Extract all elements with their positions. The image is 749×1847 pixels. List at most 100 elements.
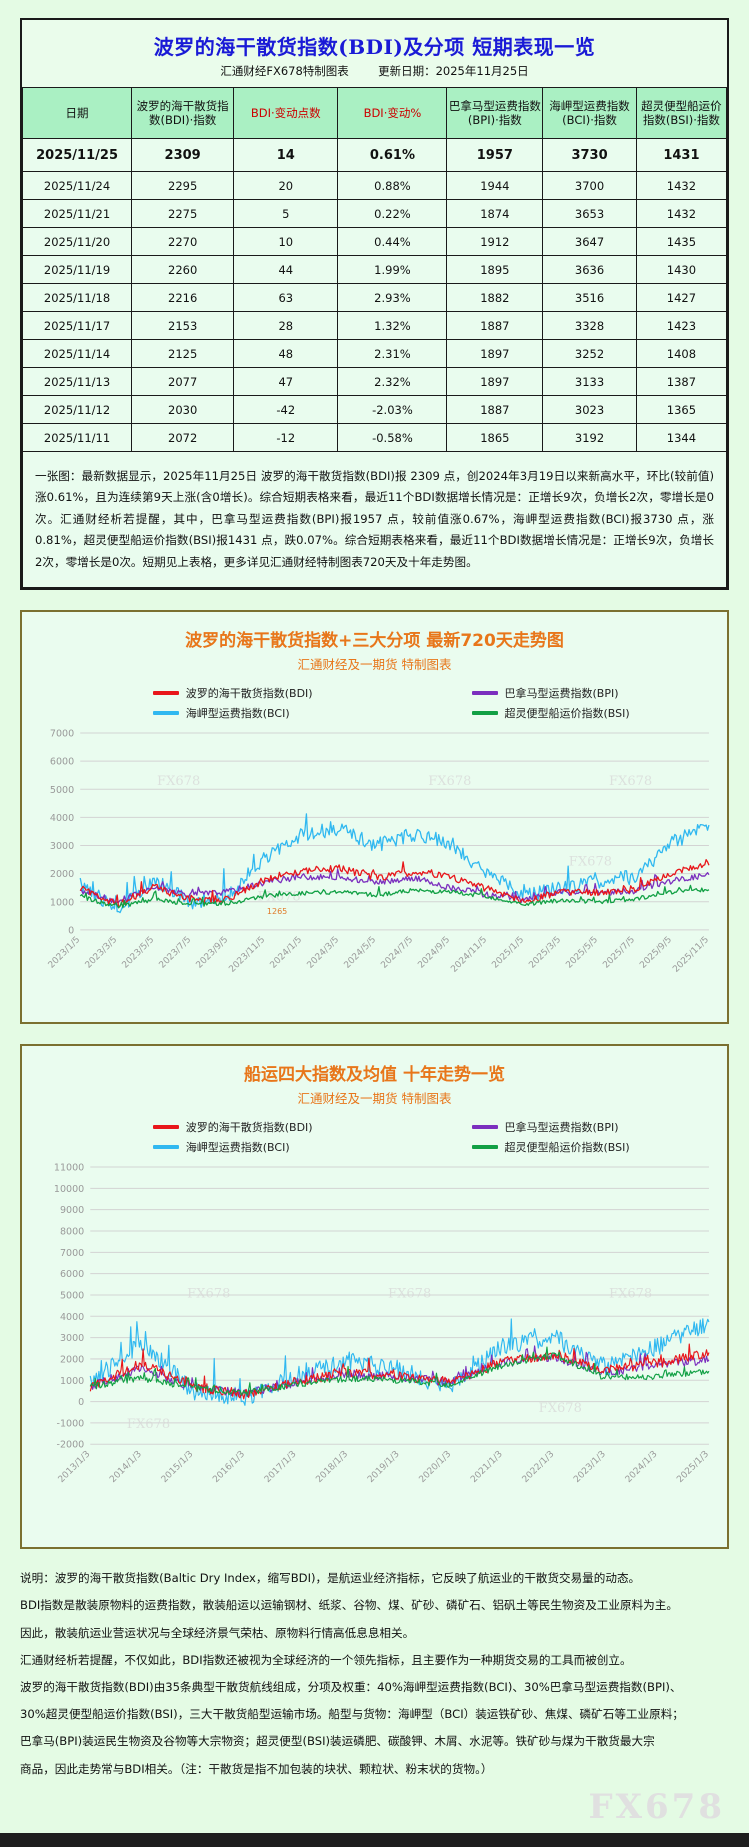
cell-bsi: 1365	[635, 395, 728, 424]
table-row: 2025/11/20 2270 10 0.44% 1912 3647 1435	[21, 227, 728, 256]
chart-720day-legend: 波罗的海干散货指数(BDI) 巴拿马型运费指数(BPI) 海岬型运费指数(BCI…	[28, 679, 721, 725]
cell-pct: 0.22%	[337, 199, 448, 228]
cell-bpi: 1957	[446, 138, 544, 172]
table-header-row: 日期 波罗的海干散货指数(BDI)·指数 BDI·变动点数 BDI·变动% 巴拿…	[21, 87, 728, 139]
cell-pts: 10	[233, 227, 339, 256]
footer-line: 巴拿马(BPI)装运民生物资及谷物等大宗物资；超灵便型(BSI)装运磷肥、碳酸钾…	[20, 1734, 655, 1749]
cell-bpi: 1887	[446, 395, 544, 424]
cell-bdi: 2072	[131, 423, 235, 452]
col-header-bpi: 巴拿马型运费指数(BPI)·指数	[446, 87, 544, 139]
table-row: 2025/11/13 2077 47 2.32% 1897 3133 1387	[21, 367, 728, 396]
table-row: 2025/11/25 2309 14 0.61% 1957 3730 1431	[21, 138, 728, 172]
footer-description: 说明：波罗的海干散货指数(Baltic Dry Index，缩写BDI)，是航运…	[20, 1565, 729, 1783]
x-axis-tick: 2025/5/5	[564, 935, 600, 971]
x-axis-tick: 2016/1/3	[211, 1450, 247, 1486]
y-axis-tick: -1000	[57, 1419, 85, 1430]
chart-720day-panel: 波罗的海干散货指数+三大分项 最新720天走势图 汇通财经及一期货 特制图表 波…	[20, 610, 729, 1025]
brand-watermark: FX678	[588, 1786, 725, 1827]
cell-pts: -12	[233, 423, 339, 452]
y-axis-tick: 6000	[50, 757, 74, 768]
cell-bpi: 1944	[446, 171, 544, 200]
footer-line: 说明：波罗的海干散货指数(Baltic Dry Index，缩写BDI)，是航运…	[20, 1571, 641, 1586]
y-axis-tick: 2000	[50, 869, 74, 880]
cell-date: 2025/11/17	[21, 311, 133, 340]
x-axis-tick: 2019/1/3	[366, 1450, 402, 1486]
series-line-bci	[89, 1318, 710, 1407]
x-axis-tick: 2024/1/3	[624, 1450, 660, 1486]
series-line-bpi	[80, 868, 710, 906]
col-header-bdi: 波罗的海干散货指数(BDI)·指数	[131, 87, 235, 139]
cell-pct: 0.61%	[337, 138, 448, 172]
y-axis-tick: 3000	[50, 841, 74, 852]
cell-pct: 1.99%	[337, 255, 448, 284]
table-row: 2025/11/11 2072 -12 -0.58% 1865 3192 1344	[21, 423, 728, 452]
legend-swatch-bpi	[471, 1125, 498, 1130]
cell-date: 2025/11/21	[21, 199, 133, 228]
cell-pct: 2.32%	[337, 367, 448, 396]
cell-date: 2025/11/14	[21, 339, 133, 368]
series-line-bsi	[79, 884, 710, 909]
legend-label-bci-10y: 海岬型运费指数(BCI)	[185, 1141, 290, 1155]
chart-720day-plot: 0 1000 2000 3000 4000 5000 6000 7000 FX678 FX678 F…	[28, 725, 721, 1016]
x-axis-tick: 2021/1/3	[469, 1450, 505, 1486]
data-annotation: 1265	[267, 907, 287, 916]
cell-bci: 3328	[542, 311, 637, 340]
cell-bsi: 1408	[635, 339, 728, 368]
table-row: 2025/11/19 2260 44 1.99% 1895 3636 1430	[21, 255, 728, 284]
x-axis-tick: 2022/1/3	[521, 1450, 557, 1486]
cell-bci: 3133	[542, 367, 637, 396]
y-axis-tick: -2000	[57, 1440, 85, 1451]
cell-pct: -2.03%	[337, 395, 448, 424]
cell-bsi: 1430	[635, 255, 728, 284]
cell-bdi: 2153	[131, 311, 235, 340]
x-axis-tick: 2024/3/5	[306, 935, 342, 971]
cell-bsi: 1431	[635, 138, 728, 172]
y-axis-tick: 1000	[60, 1376, 84, 1387]
cell-bpi: 1897	[446, 367, 544, 396]
cell-bci: 3653	[542, 199, 637, 228]
col-header-bdi-change-points: BDI·变动点数	[233, 87, 339, 139]
cell-bci: 3192	[542, 423, 637, 452]
chart-720day-title: 波罗的海干散货指数+三大分项 最新720天走势图	[185, 631, 564, 652]
cell-date: 2025/11/20	[21, 227, 133, 256]
col-header-date: 日期	[21, 87, 133, 139]
legend-swatch-bpi	[471, 691, 498, 696]
footer-line: 30%超灵便型船运价指数(BSI)，三大干散货船型运输市场。船型与货物：海岬型（…	[20, 1707, 684, 1722]
x-axis-tick: 2018/1/3	[314, 1450, 350, 1486]
cell-pts: 48	[233, 339, 339, 368]
x-axis-tick: 2025/11/5	[671, 935, 711, 975]
x-axis-tick: 2023/11/5	[228, 935, 268, 975]
update-date-label: 更新日期：2025年11月25日	[378, 64, 529, 78]
x-axis-tick: 2024/9/5	[416, 935, 452, 971]
cell-bsi: 1427	[635, 283, 728, 312]
cell-bdi: 2125	[131, 339, 235, 368]
cell-bsi: 1387	[635, 367, 728, 396]
y-axis-tick: 9000	[60, 1206, 84, 1217]
legend-item-bci: 海岬型运费指数(BCI)	[56, 705, 375, 721]
legend-label-bpi-10y: 巴拿马型运费指数(BPI)	[504, 1121, 619, 1135]
cell-bsi: 1423	[635, 311, 728, 340]
legend-swatch-bdi	[152, 691, 179, 696]
chart-10year-plot: -2000 -1000 0 1000 2000 3000 4000 5000 6000 7000 8…	[28, 1159, 721, 1541]
page-title: 波罗的海干散货指数(BDI)及分项 短期表现一览	[153, 35, 596, 59]
cell-bpi: 1882	[446, 283, 544, 312]
watermark-text: FX678	[157, 774, 200, 789]
cell-date: 2025/11/12	[21, 395, 133, 424]
bdi-table: 日期 波罗的海干散货指数(BDI)·指数 BDI·变动点数 BDI·变动% 巴拿…	[21, 87, 728, 452]
y-axis-tick: 6000	[60, 1270, 84, 1281]
legend-label-bci: 海岬型运费指数(BCI)	[185, 707, 290, 721]
table-row: 2025/11/17 2153 28 1.32% 1887 3328 1423	[21, 311, 728, 340]
cell-bpi: 1912	[446, 227, 544, 256]
legend-item-bpi: 巴拿马型运费指数(BPI)	[375, 685, 694, 701]
cell-bsi: 1344	[635, 423, 728, 452]
cell-bdi: 2216	[131, 283, 235, 312]
table-row: 2025/11/24 2295 20 0.88% 1944 3700 1432	[21, 171, 728, 200]
legend-item-bsi: 超灵便型船运价指数(BSI)	[375, 705, 694, 721]
cell-pts: 14	[233, 138, 339, 172]
cell-pct: 0.88%	[337, 171, 448, 200]
x-axis-tick: 2025/1/5	[490, 935, 526, 971]
cell-date: 2025/11/25	[21, 138, 133, 172]
x-axis-tick: 2025/7/5	[601, 935, 637, 971]
x-axis-tick: 2025/1/3	[675, 1450, 711, 1486]
chart-10year-subtitle: 汇通财经及一期货 特制图表	[297, 1091, 452, 1107]
